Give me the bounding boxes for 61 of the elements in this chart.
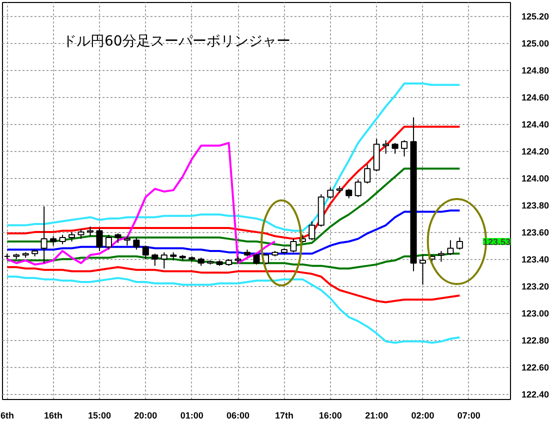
y-tick-label: 124.40 xyxy=(522,120,550,130)
candlestick xyxy=(160,252,168,270)
candlestick xyxy=(456,236,463,250)
candlestick xyxy=(308,220,316,241)
y-tick-label: 122.60 xyxy=(522,362,550,373)
annotation: 123.53 xyxy=(482,237,511,248)
candlestick xyxy=(364,164,371,184)
x-tick-label: 20:00 xyxy=(134,410,158,420)
candlestick xyxy=(50,236,57,246)
candlestick xyxy=(133,236,140,250)
line-series xyxy=(6,276,461,344)
x-tick-label: 02:00 xyxy=(411,410,434,420)
candlestick xyxy=(419,254,426,286)
candlestick xyxy=(382,140,390,154)
y-tick-label: 122.40 xyxy=(522,390,550,400)
y-tick-label: 123.60 xyxy=(522,228,550,238)
text: ドル円60分足スーパーボリンジャー xyxy=(62,34,290,50)
x-tick-label: 16th xyxy=(44,410,63,420)
x-tick-label: 07:00 xyxy=(457,410,480,420)
candlestick xyxy=(354,178,362,198)
candlestick xyxy=(59,234,66,245)
line-series xyxy=(6,209,461,255)
candlestick xyxy=(78,228,84,240)
y-tick-label: 124.20 xyxy=(522,146,550,157)
candlestick xyxy=(152,253,158,266)
candlestick xyxy=(290,238,297,253)
candlestick xyxy=(105,234,112,250)
x-tick-label: 01:00 xyxy=(180,410,204,420)
x-tick-label: 21:00 xyxy=(365,410,388,420)
x-tick-label: 16:00 xyxy=(318,410,342,420)
candlestick xyxy=(40,206,48,264)
candlestick xyxy=(327,186,334,199)
candlestick xyxy=(447,240,454,256)
candlestick xyxy=(86,226,94,237)
y-tick-label: 123.80 xyxy=(522,200,550,211)
x-tick-label: 17th xyxy=(274,410,294,420)
candlestick xyxy=(142,245,149,260)
line-series xyxy=(6,142,276,266)
y-tick-label: 123.20 xyxy=(522,282,550,292)
candlestick xyxy=(346,188,352,199)
y-tick-label: 125.20 xyxy=(522,12,550,22)
candlestick xyxy=(124,236,130,246)
y-tick-label: 125.00 xyxy=(522,38,550,49)
candlestick xyxy=(401,140,408,157)
x-tick-label: 15:00 xyxy=(88,410,112,420)
candlestick xyxy=(68,232,76,242)
y-tick-label: 124.80 xyxy=(522,66,550,76)
candlestick xyxy=(438,250,444,262)
line-series xyxy=(6,82,461,232)
y-tick-label: 123.00 xyxy=(522,308,550,319)
y-tick-label: 124.00 xyxy=(522,174,550,184)
y-tick-label: 122.80 xyxy=(522,336,550,346)
y-tick-label: 124.60 xyxy=(522,92,550,103)
candlestick xyxy=(96,228,103,252)
candlestick xyxy=(392,142,398,154)
x-tick-label: 6th xyxy=(0,410,14,420)
y-tick-label: 123.40 xyxy=(522,254,550,265)
candlestick xyxy=(253,253,260,265)
candlestick xyxy=(114,232,122,244)
line-series xyxy=(6,266,461,304)
x-tick-label: 06:00 xyxy=(226,410,250,420)
